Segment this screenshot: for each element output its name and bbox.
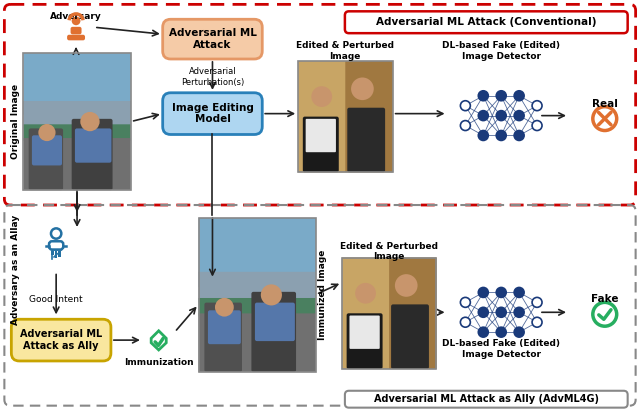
Circle shape: [395, 274, 417, 297]
FancyBboxPatch shape: [163, 19, 262, 59]
Text: Good Intent: Good Intent: [29, 295, 83, 304]
FancyBboxPatch shape: [252, 292, 296, 372]
Circle shape: [478, 111, 488, 121]
Circle shape: [514, 327, 524, 337]
FancyBboxPatch shape: [298, 61, 393, 172]
FancyBboxPatch shape: [345, 391, 628, 408]
Circle shape: [260, 284, 282, 305]
Text: Adversary as an Allay: Adversary as an Allay: [11, 215, 20, 325]
Text: Fake: Fake: [591, 294, 618, 304]
FancyBboxPatch shape: [306, 119, 336, 152]
Polygon shape: [151, 331, 166, 350]
Circle shape: [215, 298, 234, 317]
Text: Immunized Image: Immunized Image: [319, 249, 328, 339]
FancyBboxPatch shape: [198, 272, 316, 303]
FancyBboxPatch shape: [198, 298, 316, 317]
FancyBboxPatch shape: [75, 128, 111, 163]
FancyBboxPatch shape: [345, 11, 628, 33]
FancyBboxPatch shape: [198, 218, 316, 287]
FancyBboxPatch shape: [23, 53, 131, 115]
Circle shape: [593, 107, 617, 131]
FancyBboxPatch shape: [23, 124, 131, 141]
Bar: [51, 251, 54, 256]
Circle shape: [478, 91, 488, 101]
Bar: [58, 251, 61, 256]
Circle shape: [478, 288, 488, 298]
FancyBboxPatch shape: [23, 101, 131, 128]
Bar: [298, 61, 393, 172]
FancyBboxPatch shape: [32, 135, 62, 166]
Circle shape: [514, 131, 524, 140]
Circle shape: [532, 317, 542, 327]
Text: Edited & Perturbed
Image: Edited & Perturbed Image: [296, 42, 394, 61]
Text: Immunization: Immunization: [124, 359, 193, 367]
Circle shape: [80, 112, 100, 131]
Bar: [55, 251, 58, 258]
Text: Adversarial ML
Attack: Adversarial ML Attack: [168, 28, 257, 50]
FancyBboxPatch shape: [208, 310, 241, 344]
FancyBboxPatch shape: [342, 258, 389, 369]
Text: Edited & Perturbed
Image: Edited & Perturbed Image: [340, 242, 438, 261]
FancyBboxPatch shape: [391, 304, 429, 369]
FancyBboxPatch shape: [163, 93, 262, 134]
Text: DL-based Fake (Edited)
Image Detector: DL-based Fake (Edited) Image Detector: [442, 339, 560, 359]
FancyBboxPatch shape: [67, 35, 85, 40]
Text: DL-based Fake (Edited)
Image Detector: DL-based Fake (Edited) Image Detector: [442, 42, 560, 61]
Circle shape: [514, 91, 524, 101]
Circle shape: [532, 298, 542, 308]
FancyBboxPatch shape: [29, 128, 63, 190]
Circle shape: [460, 298, 470, 308]
Circle shape: [496, 327, 506, 337]
Circle shape: [514, 111, 524, 121]
Circle shape: [38, 124, 56, 141]
Circle shape: [532, 121, 542, 131]
Bar: [23, 53, 131, 190]
Circle shape: [355, 283, 376, 304]
FancyBboxPatch shape: [70, 27, 81, 34]
FancyBboxPatch shape: [12, 319, 111, 361]
Circle shape: [478, 308, 488, 317]
Circle shape: [496, 288, 506, 298]
FancyBboxPatch shape: [342, 258, 436, 369]
Text: Image Editing
Model: Image Editing Model: [172, 103, 253, 124]
Circle shape: [496, 91, 506, 101]
Text: Adversary: Adversary: [50, 12, 102, 21]
Circle shape: [496, 308, 506, 317]
FancyBboxPatch shape: [348, 108, 385, 172]
Circle shape: [460, 101, 470, 111]
Circle shape: [514, 308, 524, 317]
FancyBboxPatch shape: [346, 61, 393, 172]
Circle shape: [593, 303, 617, 326]
Text: Adversarial ML
Attack as Ally: Adversarial ML Attack as Ally: [20, 330, 102, 351]
Circle shape: [72, 17, 81, 25]
Circle shape: [460, 121, 470, 131]
Text: Real: Real: [592, 99, 618, 109]
FancyBboxPatch shape: [72, 119, 113, 190]
FancyBboxPatch shape: [198, 313, 316, 372]
Text: Original Image: Original Image: [11, 84, 20, 159]
Bar: [198, 218, 316, 372]
Circle shape: [478, 327, 488, 337]
Circle shape: [514, 288, 524, 298]
FancyBboxPatch shape: [349, 315, 380, 349]
Circle shape: [532, 101, 542, 111]
Text: Adversarial
Perturbation(s): Adversarial Perturbation(s): [181, 67, 244, 87]
FancyBboxPatch shape: [303, 117, 339, 172]
Text: Adversarial ML Attack as Ally (AdvML4G): Adversarial ML Attack as Ally (AdvML4G): [374, 394, 599, 404]
Circle shape: [460, 317, 470, 327]
FancyBboxPatch shape: [255, 303, 295, 341]
FancyBboxPatch shape: [23, 138, 131, 190]
Circle shape: [496, 131, 506, 140]
FancyBboxPatch shape: [298, 61, 346, 172]
Circle shape: [351, 78, 374, 100]
FancyBboxPatch shape: [347, 313, 383, 369]
Text: Adversarial ML Attack (Conventional): Adversarial ML Attack (Conventional): [376, 17, 596, 27]
Circle shape: [311, 86, 332, 107]
FancyBboxPatch shape: [389, 258, 436, 369]
Bar: [342, 258, 436, 369]
Circle shape: [478, 131, 488, 140]
FancyBboxPatch shape: [204, 303, 242, 372]
Circle shape: [496, 111, 506, 121]
